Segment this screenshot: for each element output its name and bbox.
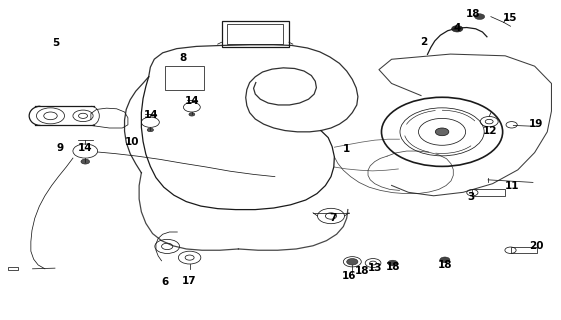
Text: 12: 12 — [482, 126, 497, 136]
Text: 11: 11 — [504, 180, 519, 191]
Text: 5: 5 — [53, 38, 59, 48]
Text: 18: 18 — [438, 260, 452, 270]
Text: 1: 1 — [343, 144, 350, 154]
Text: 3: 3 — [468, 192, 475, 202]
Text: 18: 18 — [466, 9, 480, 20]
Text: 18: 18 — [385, 262, 400, 272]
Text: 15: 15 — [503, 12, 518, 23]
Bar — [227, 24, 283, 44]
Text: 8: 8 — [180, 52, 186, 63]
Text: 19: 19 — [528, 119, 543, 129]
Circle shape — [440, 257, 450, 263]
Bar — [511, 247, 537, 253]
Bar — [472, 189, 505, 196]
Text: 14: 14 — [78, 143, 93, 153]
Text: 14: 14 — [185, 96, 200, 106]
Text: 16: 16 — [342, 271, 356, 281]
Text: 10: 10 — [125, 137, 139, 148]
Bar — [165, 66, 204, 90]
Text: 9: 9 — [57, 143, 63, 153]
Circle shape — [388, 260, 398, 266]
Bar — [8, 267, 18, 270]
Circle shape — [347, 259, 358, 265]
Text: 4: 4 — [453, 23, 461, 33]
Bar — [222, 21, 289, 47]
Text: 18: 18 — [355, 266, 369, 276]
Text: 20: 20 — [529, 241, 544, 251]
Circle shape — [189, 113, 195, 116]
Circle shape — [81, 159, 90, 164]
Text: 17: 17 — [182, 276, 197, 286]
Circle shape — [452, 26, 463, 32]
Circle shape — [435, 128, 449, 136]
Circle shape — [147, 128, 154, 132]
Text: 13: 13 — [367, 263, 382, 273]
Circle shape — [475, 14, 485, 20]
Text: 2: 2 — [420, 36, 427, 47]
Text: 6: 6 — [162, 277, 169, 287]
Text: 7: 7 — [329, 213, 337, 223]
Text: 14: 14 — [144, 110, 159, 120]
